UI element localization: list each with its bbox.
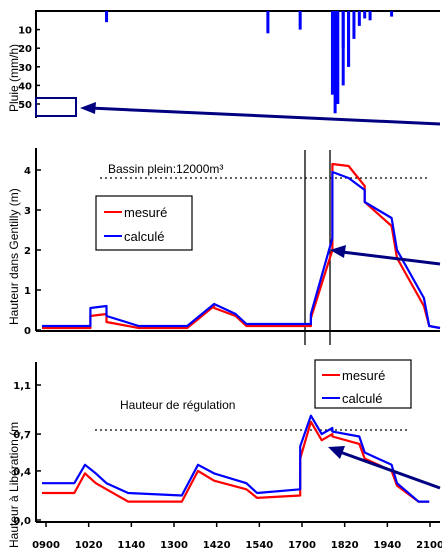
gentilly-arrow (330, 245, 441, 266)
gentilly-series-computed (42, 170, 441, 330)
rain-bar (298, 11, 302, 30)
rain-bars (105, 11, 394, 114)
rain-arrow (80, 102, 441, 126)
rain-bar (357, 11, 361, 26)
bassin-plein-label: Bassin plein:12000m³ (108, 162, 223, 176)
rain-ytick-label: 20 (18, 44, 32, 55)
liberation-series (42, 414, 430, 503)
liberation-ytick-label: 0,0 (13, 516, 31, 527)
rain-bar (341, 11, 345, 86)
gentilly-yticks: 0 1 2 3 4 (24, 166, 41, 337)
rain-ylabel: Pluie (mm/h) (7, 44, 21, 112)
legend2-computed-label: calculé (342, 391, 382, 406)
rain-ytick-label: 30 (18, 63, 32, 74)
rain-ytick-label: 50 (18, 100, 32, 111)
gentilly-ytick-label: 1 (24, 286, 31, 297)
gentilly-series-measured (42, 162, 441, 330)
liberation-xtick-label: 1540 (245, 540, 273, 551)
rain-bar (105, 11, 109, 23)
liberation-xticks: 0900 1020 1140 1300 1420 1540 1700 1820 1940 2100 (32, 522, 442, 551)
rain-bar (363, 11, 367, 19)
rain-ytick-label: 10 (18, 26, 32, 37)
legend2-measured-label: mesuré (342, 368, 385, 383)
gentilly-ylabel: Hauteur dans Gentilly (m) (7, 188, 21, 325)
legend-computed-label: calculé (124, 229, 164, 244)
gentilly-ytick-label: 0 (24, 326, 31, 337)
liberation-ylabel: Hauteur à Libération (m (7, 422, 21, 548)
gentilly-ytick-label: 2 (24, 246, 31, 257)
liberation-xtick-label: 1140 (117, 540, 145, 551)
rain-bar (390, 11, 394, 17)
liberation-xtick-label: 1700 (288, 540, 316, 551)
liberation-xtick-label: 1020 (75, 540, 103, 551)
rain-bar (330, 11, 334, 95)
rain-bar (336, 11, 340, 104)
liberation-xtick-label: 0900 (32, 540, 60, 551)
regulation-label: Hauteur de régulation (120, 398, 235, 412)
liberation-xtick-label: 1300 (160, 540, 188, 551)
gentilly-series (42, 162, 441, 330)
rain-ytick-label: 40 (18, 81, 32, 92)
liberation-panel: Hauteur à Libération (m 0,0 0,4 0,7 1,1 090… (7, 359, 442, 551)
liberation-xtick-label: 1820 (331, 540, 359, 551)
gentilly-panel: Hauteur dans Gentilly (m) 0 1 2 3 4 Bassin p… (7, 148, 441, 345)
liberation-ytick-label: 0,4 (13, 467, 31, 478)
legend-measured-label: mesuré (124, 205, 167, 220)
rain-highlight-box (35, 97, 77, 117)
liberation-xtick-label: 1940 (373, 540, 401, 551)
liberation-xtick-label: 2100 (416, 540, 442, 551)
gentilly-ytick-label: 4 (24, 166, 31, 177)
liberation-arrow (328, 446, 441, 490)
liberation-ytick-label: 1,1 (13, 381, 31, 392)
rain-bar (352, 11, 356, 39)
liberation-yticks: 0,0 0,4 0,7 1,1 (13, 381, 41, 527)
rain-bar (347, 11, 351, 67)
gentilly-legend: mesuré calculé (95, 195, 193, 251)
rain-panel: Pluie (mm/h) 50 40 30 20 10 (7, 10, 441, 126)
liberation-series-computed (42, 414, 430, 503)
liberation-ytick-label: 0,7 (13, 430, 31, 441)
gentilly-ytick-label: 3 (24, 206, 31, 217)
liberation-xtick-label: 1420 (203, 540, 231, 551)
rain-bar (333, 11, 337, 114)
liberation-legend: mesuré calculé (314, 359, 412, 409)
rain-bar (368, 11, 372, 21)
rain-bar (266, 11, 270, 34)
rain-yticks: 50 40 30 20 10 (18, 26, 40, 111)
